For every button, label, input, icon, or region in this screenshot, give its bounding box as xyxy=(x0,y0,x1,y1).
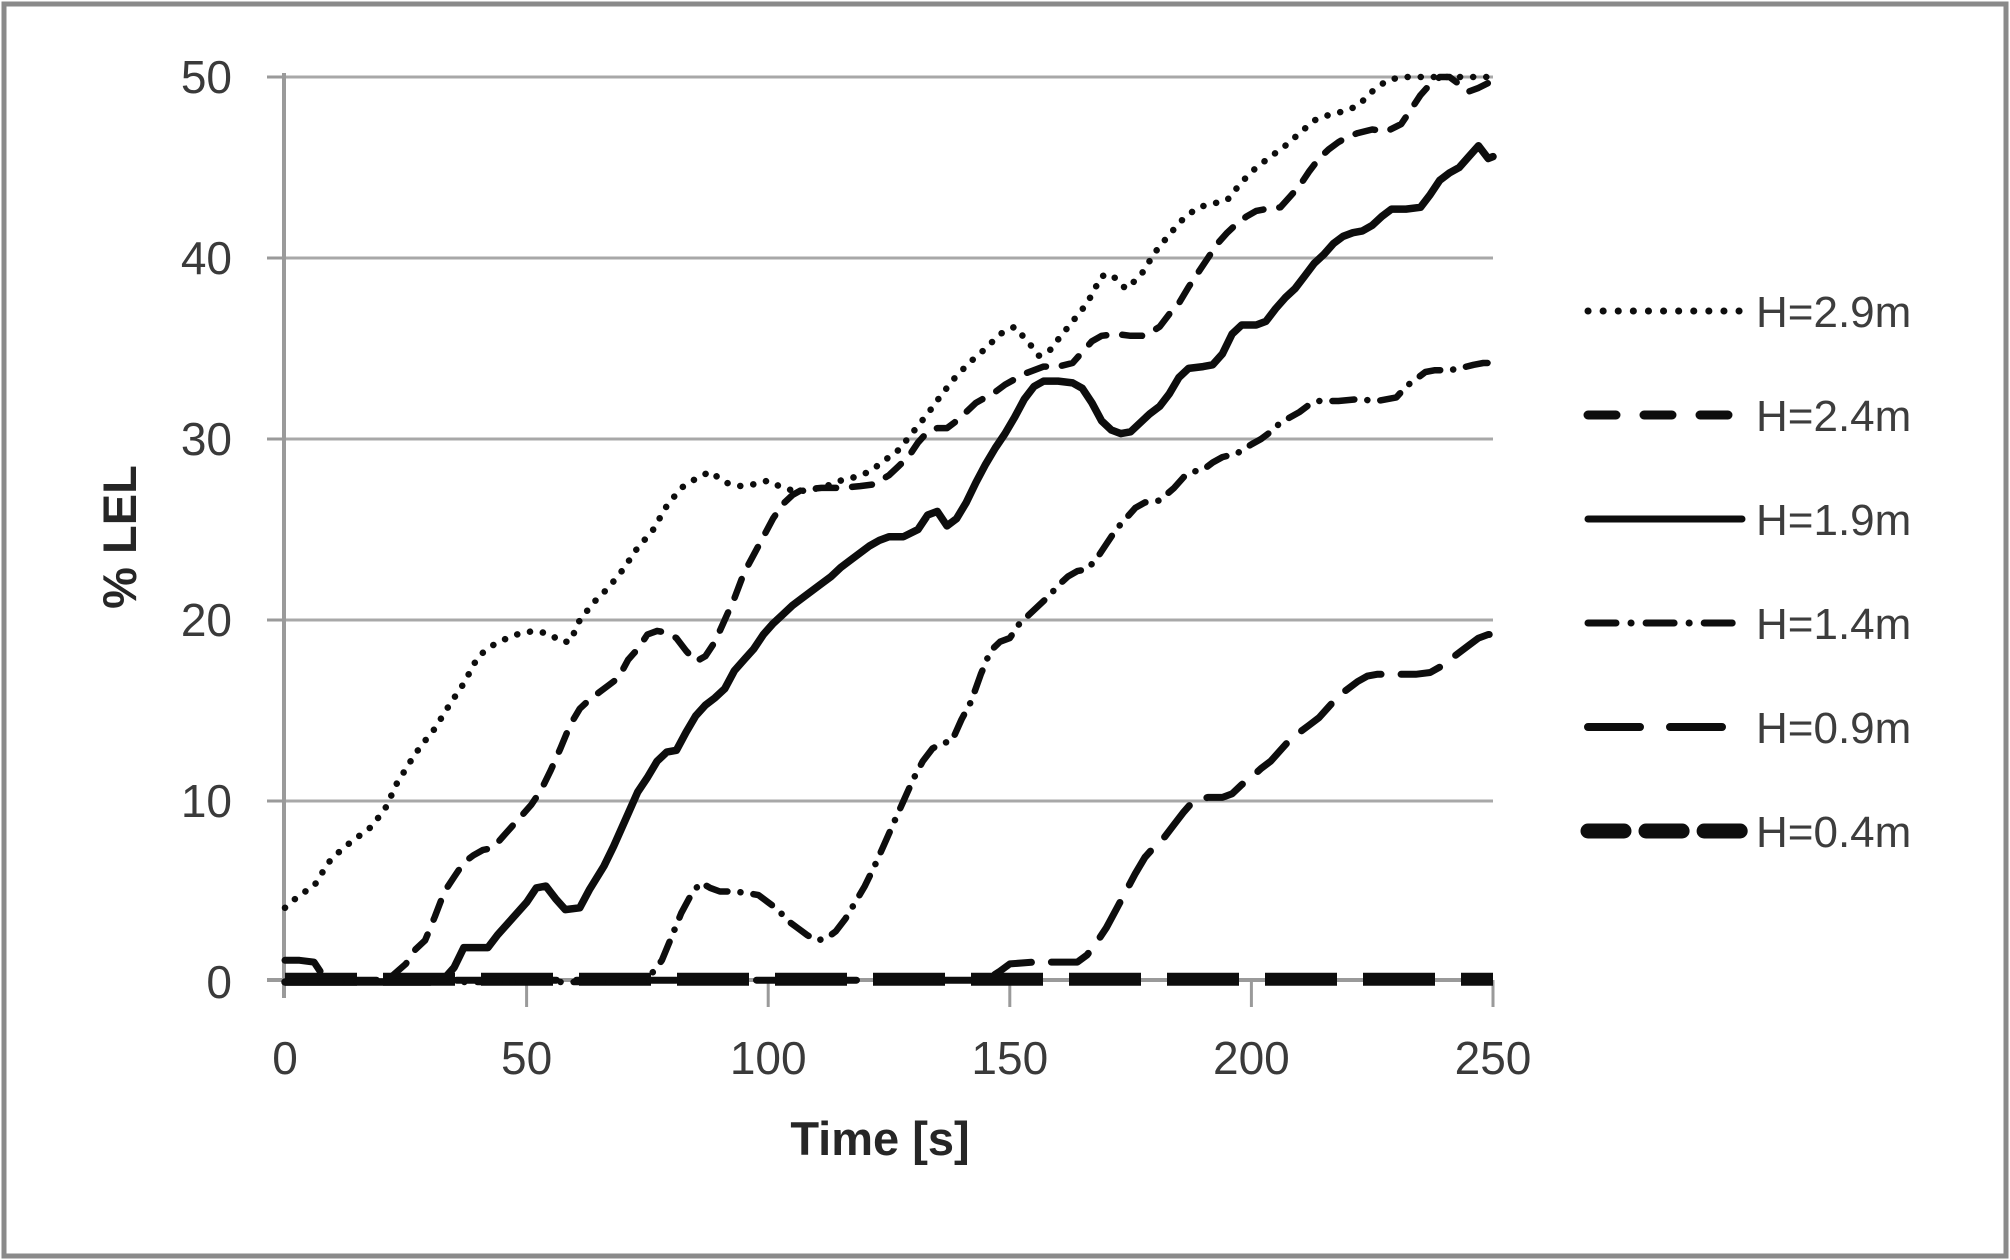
x-tick-label-150: 150 xyxy=(971,1032,1048,1084)
legend-item-H=1.9m: H=1.9m xyxy=(1584,496,1911,545)
series-group xyxy=(281,73,1497,986)
series-line-H=2.9m xyxy=(281,73,1497,912)
legend-label-H=2.9m: H=2.9m xyxy=(1756,288,1911,337)
series-line-H=1.9m xyxy=(281,142,1497,986)
legend-item-H=1.4m: H=1.4m xyxy=(1584,600,1911,649)
x-tick-label-50: 50 xyxy=(501,1032,552,1084)
series-line-H=0.9m xyxy=(281,631,1497,984)
y-tick-label-50: 50 xyxy=(181,51,232,103)
x-tick-label-250: 250 xyxy=(1455,1032,1532,1084)
legend-item-H=2.4m: H=2.4m xyxy=(1583,392,1911,441)
legend-label-H=2.4m: H=2.4m xyxy=(1756,392,1911,441)
legend-label-H=0.9m: H=0.9m xyxy=(1756,704,1911,753)
legend-label-H=0.4m: H=0.4m xyxy=(1756,808,1911,857)
x-tick-label-100: 100 xyxy=(730,1032,807,1084)
legend-item-H=0.9m: H=0.9m xyxy=(1584,704,1911,753)
y-tick-label-10: 10 xyxy=(181,775,232,827)
y-tick-label-0: 0 xyxy=(206,956,232,1008)
x-axis-title: Time [s] xyxy=(790,1112,969,1165)
y-tick-label-20: 20 xyxy=(181,594,232,646)
y-axis-title: % LEL xyxy=(93,465,146,609)
legend-item-H=0.4m: H=0.4m xyxy=(1580,808,1911,857)
legend-label-H=1.4m: H=1.4m xyxy=(1756,600,1911,649)
gridlines-group xyxy=(285,75,1493,803)
legend: H=2.9m H=2.4m H=1.9m H=1.4m H=0.9m H=0.4m xyxy=(1580,288,1911,857)
y-tick-label-40: 40 xyxy=(181,232,232,284)
series-line-H=2.4m xyxy=(281,73,1497,986)
x-tick-label-0: 0 xyxy=(272,1032,298,1084)
y-tick-label-30: 30 xyxy=(181,413,232,465)
legend-label-H=1.9m: H=1.9m xyxy=(1756,496,1911,545)
series-line-H=1.4m xyxy=(281,359,1497,986)
legend-item-H=2.9m: H=2.9m xyxy=(1584,288,1911,337)
x-tick-label-200: 200 xyxy=(1213,1032,1290,1084)
